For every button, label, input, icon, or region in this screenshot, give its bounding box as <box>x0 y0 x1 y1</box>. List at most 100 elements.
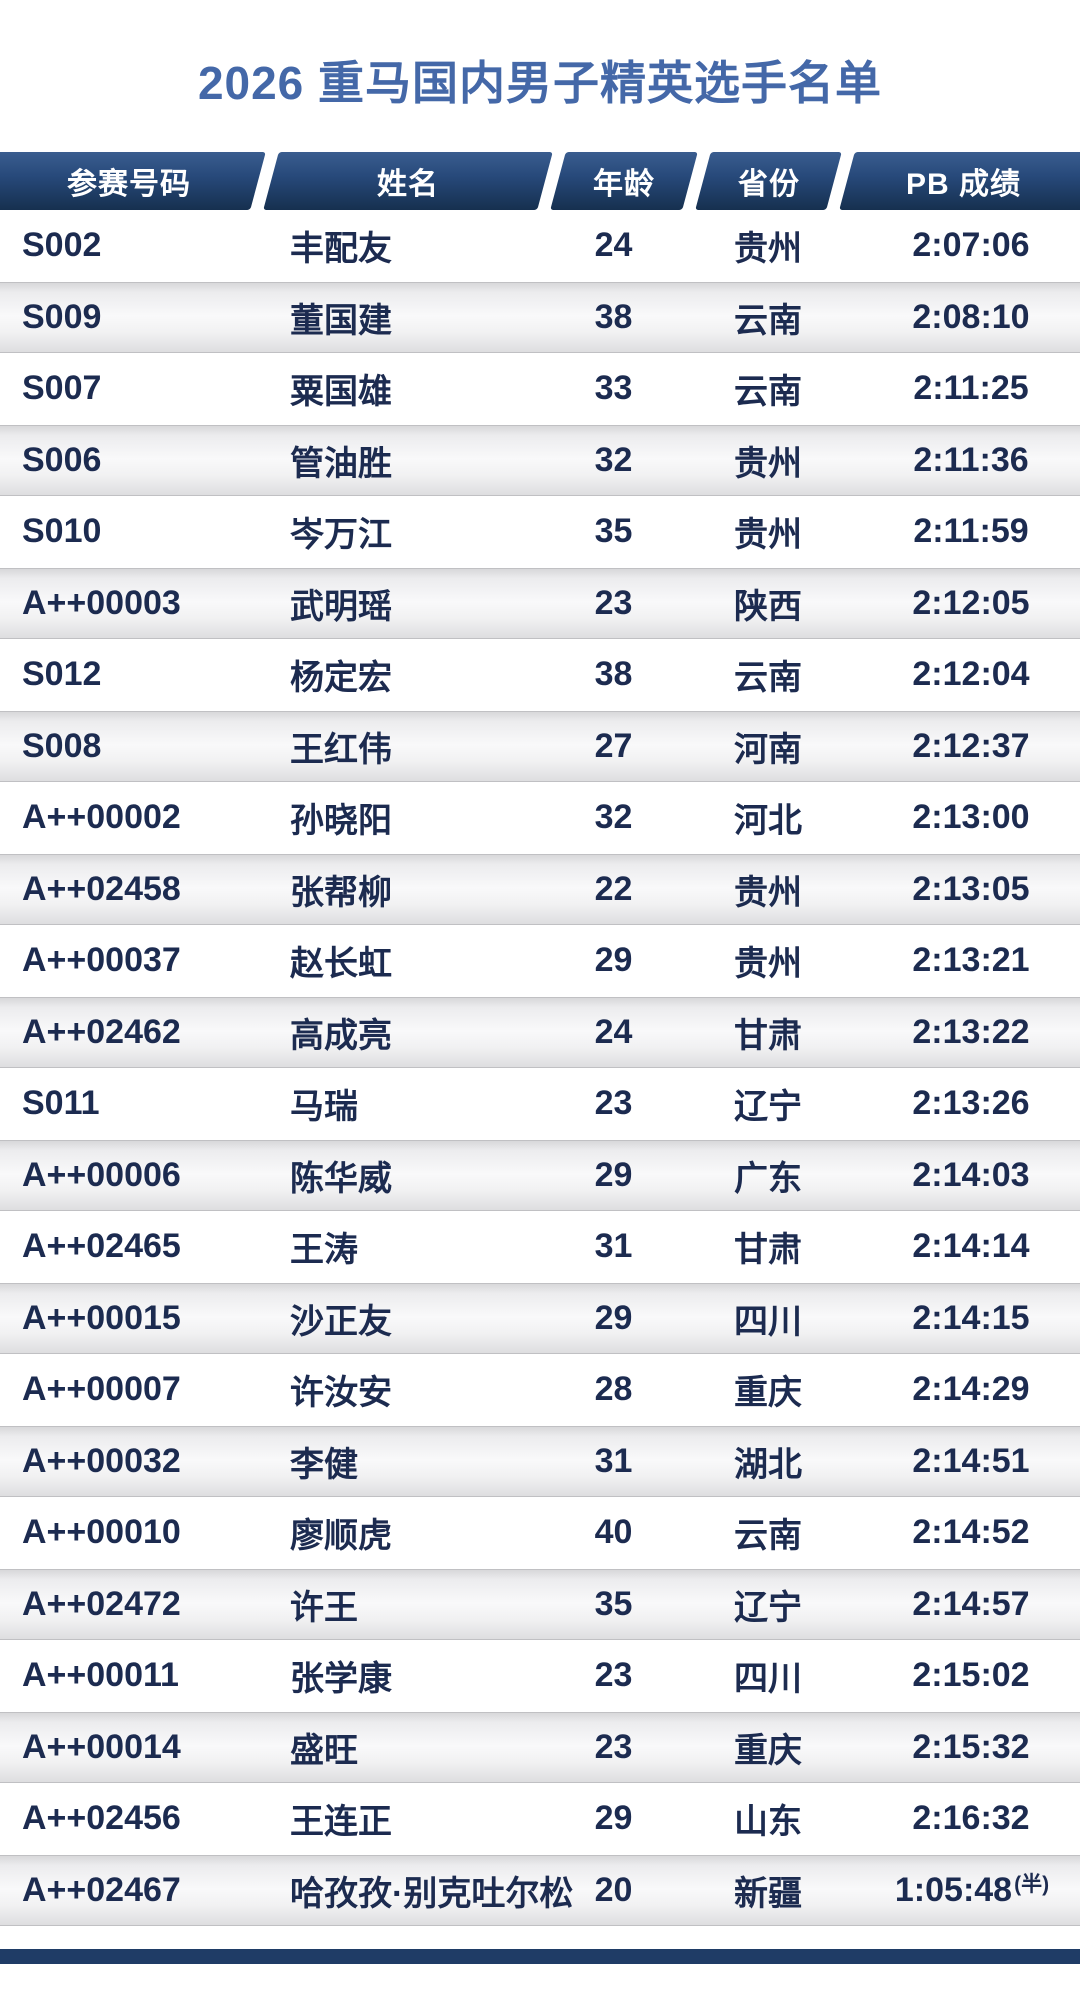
cell-pb-value: 2:16:32 <box>912 1799 1030 1838</box>
cell-name: 董国建 <box>290 301 392 340</box>
cell-bib: S011 <box>22 1084 100 1123</box>
cell-age: 23 <box>594 1727 633 1766</box>
cell-age: 31 <box>594 1441 633 1480</box>
cell-bib: A++02467 <box>22 1870 181 1909</box>
cell-age: 33 <box>594 369 633 408</box>
table-row: A++02458 张帮柳 22 贵州 2:13:05 <box>0 853 1080 925</box>
cell-pb: 2:12:04 <box>864 655 1080 694</box>
column-header-label: 年龄 <box>593 168 655 201</box>
cell-age: 32 <box>594 440 633 479</box>
column-header-label: 省份 <box>737 168 800 201</box>
cell-bib: A++02462 <box>22 1012 181 1051</box>
table-row: S010 岑万江 35 贵州 2:11:59 <box>0 496 1080 568</box>
cell-pb: 2:11:36 <box>864 441 1080 480</box>
cell-age: 27 <box>594 726 633 765</box>
cell-name: 马瑞 <box>290 1088 358 1127</box>
table-row: S006 管油胜 32 贵州 2:11:36 <box>0 424 1080 496</box>
cell-province: 云南 <box>734 1517 802 1556</box>
table-header: 参赛号码 姓名 年龄 省份 PB 成绩 <box>0 152 1080 210</box>
cell-name: 粟国雄 <box>290 373 392 412</box>
cell-name: 廖顺虎 <box>290 1517 392 1556</box>
cell-name: 武明瑶 <box>290 587 392 626</box>
cell-age: 35 <box>594 512 633 551</box>
cell-age: 35 <box>594 1584 633 1623</box>
column-header-name: 姓名 <box>263 152 553 210</box>
cell-pb: 2:14:51 <box>864 1442 1080 1481</box>
cell-pb: 2:11:59 <box>864 512 1080 551</box>
cell-pb-value: 2:14:14 <box>912 1227 1030 1266</box>
cell-pb-value: 2:15:02 <box>912 1656 1030 1695</box>
column-header-province: 省份 <box>695 152 842 210</box>
cell-pb: 2:08:10 <box>864 298 1080 337</box>
cell-pb-value: 2:08:10 <box>912 297 1030 336</box>
cell-bib: A++00032 <box>22 1441 181 1480</box>
cell-age: 23 <box>594 1656 633 1695</box>
cell-pb-value: 2:14:52 <box>912 1513 1030 1552</box>
cell-pb: 2:16:32 <box>864 1799 1080 1838</box>
cell-bib: S009 <box>22 297 102 336</box>
cell-name: 盛旺 <box>290 1731 358 1770</box>
cell-bib: A++00010 <box>22 1513 181 1552</box>
cell-age: 29 <box>594 941 633 980</box>
cell-province: 河南 <box>734 730 802 769</box>
cell-pb-value: 2:13:05 <box>912 869 1030 908</box>
cell-bib: A++00002 <box>22 798 181 837</box>
cell-pb-value: 2:14:29 <box>912 1370 1030 1409</box>
cell-pb: 1:05:48 (半) <box>864 1871 1080 1910</box>
cell-bib: A++00037 <box>22 941 181 980</box>
cell-name: 王涛 <box>290 1231 358 1270</box>
cell-pb-value: 1:05:48 <box>894 1870 1013 1909</box>
table-row: A++00007 许汝安 28 重庆 2:14:29 <box>0 1354 1080 1426</box>
cell-pb-value: 2:15:32 <box>912 1727 1030 1766</box>
cell-name: 岑万江 <box>290 516 392 555</box>
cell-name: 张帮柳 <box>290 873 392 912</box>
cell-age: 32 <box>594 798 633 837</box>
cell-pb: 2:15:02 <box>864 1656 1080 1695</box>
cell-bib: S012 <box>22 655 102 694</box>
cell-age: 29 <box>594 1298 633 1337</box>
cell-name: 高成亮 <box>290 1016 392 1055</box>
cell-age: 31 <box>594 1227 633 1266</box>
cell-province: 重庆 <box>734 1731 802 1770</box>
cell-age: 22 <box>594 869 633 908</box>
cell-bib: S008 <box>22 726 102 765</box>
column-header-pb: PB 成绩 <box>839 152 1080 210</box>
table-row: A++00006 陈华威 29 广东 2:14:03 <box>0 1139 1080 1211</box>
cell-province: 云南 <box>734 659 802 698</box>
cell-age: 29 <box>594 1799 633 1838</box>
table-row: A++02467 哈孜孜·别克吐尔松 20 新疆 1:05:48 (半) <box>0 1854 1080 1926</box>
cell-pb-value: 2:12:05 <box>912 583 1030 622</box>
table-row: A++00003 武明瑶 23 陕西 2:12:05 <box>0 567 1080 639</box>
cell-province: 甘肃 <box>734 1231 802 1270</box>
cell-name: 管油胜 <box>290 444 392 483</box>
cell-pb-value: 2:07:06 <box>912 226 1030 265</box>
cell-bib: A++02472 <box>22 1584 181 1623</box>
cell-province: 贵州 <box>734 516 802 555</box>
cell-pb-value: 2:14:03 <box>912 1155 1030 1194</box>
cell-bib: A++02456 <box>22 1799 181 1838</box>
column-header-label: 参赛号码 <box>67 168 191 201</box>
cell-pb-value: 2:13:00 <box>912 798 1030 837</box>
table-row: S008 王红伟 27 河南 2:12:37 <box>0 710 1080 782</box>
cell-name: 沙正友 <box>290 1302 392 1341</box>
cell-province: 陕西 <box>734 587 802 626</box>
cell-age: 23 <box>594 1084 633 1123</box>
table-row: S011 马瑞 23 辽宁 2:13:26 <box>0 1068 1080 1140</box>
cell-province: 四川 <box>734 1302 802 1341</box>
cell-pb: 2:12:37 <box>864 727 1080 766</box>
table-row: A++00037 赵长虹 29 贵州 2:13:21 <box>0 925 1080 997</box>
table-row: A++02462 高成亮 24 甘肃 2:13:22 <box>0 996 1080 1068</box>
cell-bib: A++02458 <box>22 869 181 908</box>
cell-province: 贵州 <box>734 444 802 483</box>
cell-pb-value: 2:11:59 <box>913 512 1029 551</box>
cell-pb: 2:14:14 <box>864 1227 1080 1266</box>
cell-bib: S007 <box>22 369 102 408</box>
table-row: A++00032 李健 31 湖北 2:14:51 <box>0 1425 1080 1497</box>
cell-pb: 2:13:21 <box>864 941 1080 980</box>
cell-pb: 2:14:52 <box>864 1513 1080 1552</box>
cell-bib: A++00014 <box>22 1727 181 1766</box>
page-title: 2026 重马国内男子精英选手名单 <box>197 57 883 109</box>
cell-name: 赵长虹 <box>290 945 392 984</box>
table-body: S002 丰配友 24 贵州 2:07:06 S009 董国建 38 云南 2:… <box>0 210 1080 1926</box>
table-row: A++02472 许王 35 辽宁 2:14:57 <box>0 1568 1080 1640</box>
